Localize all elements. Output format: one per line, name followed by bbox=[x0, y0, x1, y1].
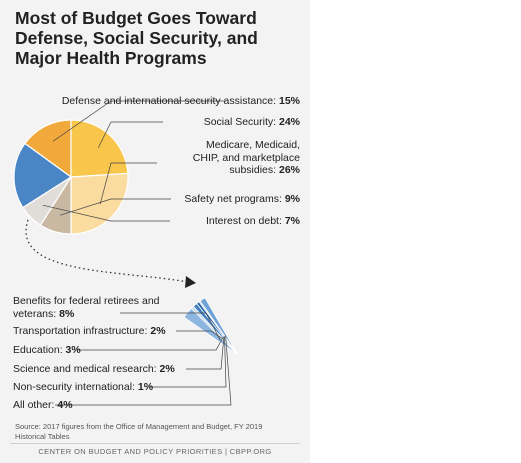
infographic-card bbox=[0, 0, 310, 463]
slice-defense-and-international-security-assistance bbox=[24, 119, 72, 179]
leader-line-benefits-for-federal-retirees-and-veterans bbox=[120, 312, 221, 341]
leader-line-science-and-medical-research bbox=[186, 336, 225, 370]
label-retirees: Benefits for federal retirees and vetera… bbox=[13, 295, 160, 320]
label-social-security: Social Security: 24% bbox=[203, 116, 300, 128]
leader-line-defense-and-international-security-assistance bbox=[52, 100, 226, 142]
leader-line-interest-on-debt bbox=[42, 204, 170, 222]
label-transportation: Transportation infrastructure: 2% bbox=[13, 325, 166, 337]
leader-line-non-security-international bbox=[150, 336, 227, 388]
leader-line-social-security bbox=[97, 121, 163, 149]
label-medicare: Medicare, Medicaid, CHIP, and marketplac… bbox=[192, 139, 300, 176]
chart-title: Most of Budget Goes Toward Defense, Soci… bbox=[15, 8, 258, 68]
slice-social-security bbox=[70, 119, 129, 178]
footer-divider bbox=[10, 443, 300, 444]
label-all-other: All other: 4% bbox=[13, 399, 73, 411]
leader-line-safety-net-programs bbox=[59, 198, 171, 216]
label-safety-net: Safety net programs: 9% bbox=[184, 193, 300, 205]
leader-line-education bbox=[78, 337, 224, 351]
label-science: Science and medical research: 2% bbox=[13, 363, 175, 375]
leader-line-all-other bbox=[55, 335, 232, 406]
label-interest: Interest on debt: 7% bbox=[206, 215, 300, 227]
slice-medicare-medicaid-chip-and-marketplace-subsidies bbox=[70, 172, 129, 235]
label-non-security: Non-security international: 1% bbox=[13, 381, 154, 393]
label-defense: Defense and international security assis… bbox=[61, 95, 300, 107]
connector-arrow bbox=[25, 219, 189, 283]
leader-line-transportation-infrastructure bbox=[176, 330, 223, 339]
sub-pie-leader-lines bbox=[55, 312, 232, 406]
main-pie-leader-lines bbox=[42, 100, 226, 222]
slice-all-other bbox=[199, 297, 239, 356]
slice-other bbox=[13, 142, 73, 209]
sub-pie-wedge bbox=[183, 297, 239, 356]
main-pie bbox=[13, 119, 129, 235]
arrowhead-icon bbox=[185, 276, 196, 288]
footer-credit: CENTER ON BUDGET AND POLICY PRIORITIES |… bbox=[38, 447, 272, 456]
source-note: Source: 2017 figures from the Office of … bbox=[15, 422, 263, 441]
label-education: Education: 3% bbox=[13, 344, 81, 356]
leader-line-medicare-medicaid-chip-and-marketplace-subsidies bbox=[99, 162, 157, 205]
